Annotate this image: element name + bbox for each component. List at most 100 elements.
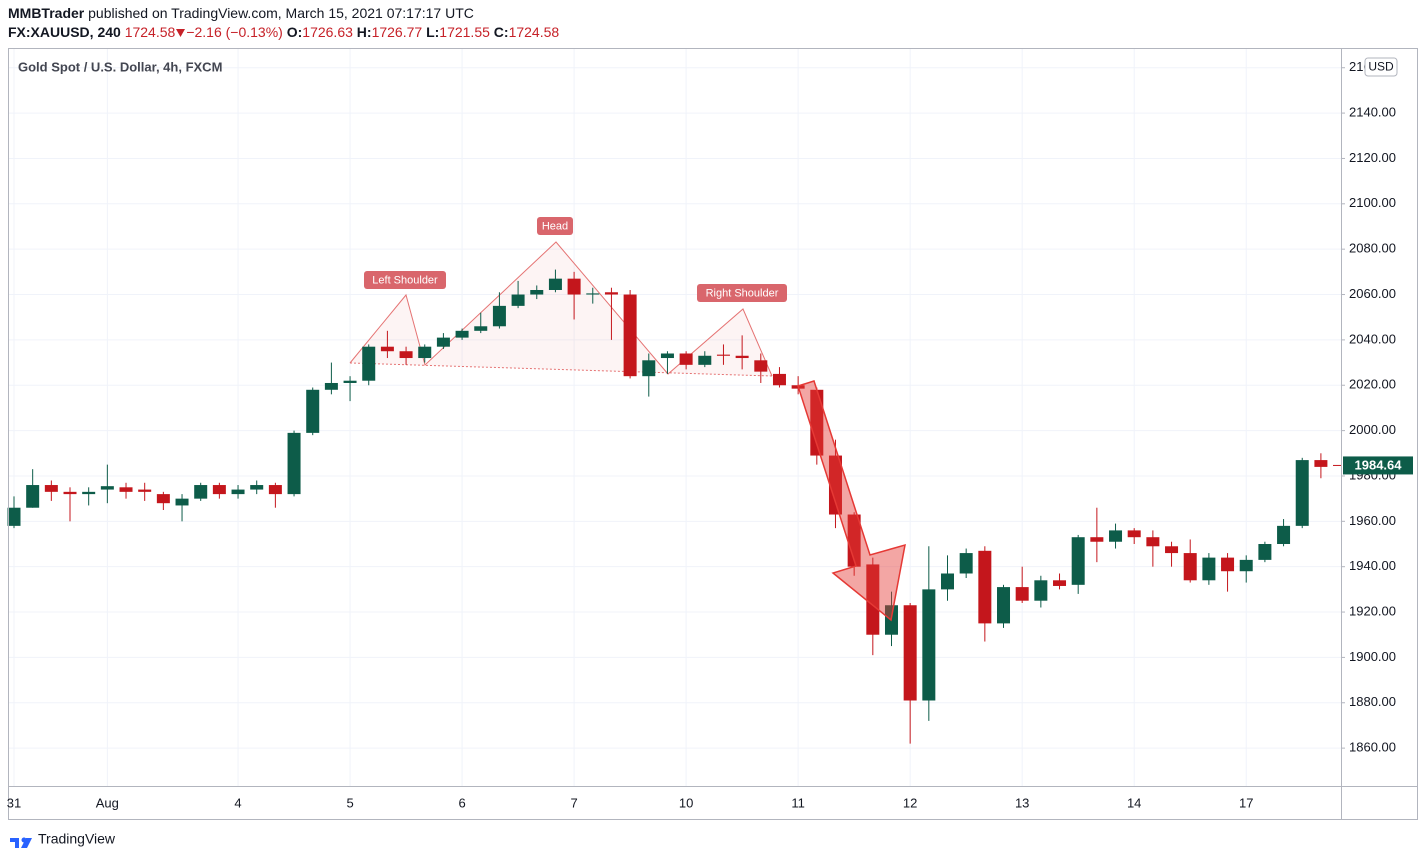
candle-body (1034, 580, 1048, 601)
x-tick-label: 11 (791, 795, 805, 810)
candle-body (380, 346, 394, 352)
close-label: C: (493, 24, 509, 40)
candle-body (175, 498, 189, 506)
pattern-line (349, 241, 773, 377)
logo (10, 837, 32, 848)
y-tick-label: 1940.00 (1349, 558, 1396, 573)
candle-body (604, 292, 618, 295)
last-price-box (1343, 456, 1413, 475)
candle-body (1090, 537, 1104, 542)
candle-body (642, 360, 656, 377)
candle-body (194, 485, 208, 499)
candle-body (1127, 530, 1141, 538)
candle-body (324, 382, 338, 390)
y-tick-label: 1900.00 (1349, 649, 1396, 664)
annotation: Head (542, 220, 568, 232)
x-tick-label: 17 (1239, 795, 1253, 810)
candle-body (1165, 546, 1179, 554)
candle-body (754, 360, 768, 372)
candle-body (455, 330, 469, 338)
low: 1721.55 (439, 24, 490, 40)
candle-body (1015, 587, 1029, 601)
candle-body (343, 380, 357, 383)
y-tick-label: 2120.00 (1349, 150, 1396, 165)
y-tick-label: 2040.00 (1349, 331, 1396, 346)
candles (7, 269, 1328, 744)
change: −2.16 (−0.13%) (186, 24, 283, 40)
published: published on TradingView.com, March 15, … (88, 5, 474, 21)
candle-body (567, 278, 581, 295)
candle-body (44, 485, 58, 492)
candle-body (231, 489, 245, 495)
candle-body (306, 389, 320, 433)
candle-body (268, 485, 282, 495)
candle-body (1109, 530, 1123, 542)
candle-body (586, 293, 600, 295)
candle-body (399, 351, 413, 359)
candle-body (1314, 460, 1328, 467)
candle-body (847, 514, 861, 567)
y-tick-label: 2060.00 (1349, 286, 1396, 301)
pattern-drawing (349, 241, 773, 377)
candle-body (436, 337, 450, 347)
candle-body (287, 432, 301, 495)
candle-body (119, 487, 133, 492)
candle-body (250, 485, 264, 490)
candle-body (1146, 537, 1160, 547)
low-label: L: (426, 24, 440, 40)
candle-body (1239, 559, 1253, 572)
candle-body (63, 491, 77, 495)
candle-body (828, 455, 842, 515)
candle-body (530, 289, 544, 295)
currency: USD (1368, 60, 1394, 74)
y-tick-label: 2100.00 (1349, 195, 1396, 210)
candle-body (1295, 460, 1309, 526)
x-tick-label: 7 (570, 795, 577, 810)
candle-body (26, 485, 40, 508)
candle-body (212, 485, 226, 495)
axis: 1860.00 1880.00 1900.00 1920.00 1940.00 1960.… (7, 57, 1413, 810)
candle-body (772, 373, 786, 386)
symbol: FX:XAUUSD, 240 (8, 24, 121, 40)
candle-body (511, 294, 525, 306)
high-label: H: (356, 24, 372, 40)
x-tick-label: 4 (234, 795, 241, 810)
candle-body (474, 326, 488, 331)
candle-body (959, 553, 973, 574)
open: 1726.63 (302, 24, 353, 40)
candle-body (941, 573, 954, 590)
x-tick-label: 31 (7, 795, 21, 810)
candle-body (660, 353, 674, 359)
grid (8, 48, 1341, 786)
y-tick-label: 1960.00 (1349, 513, 1396, 528)
y-tick-label: 1880.00 (1349, 694, 1396, 709)
y-tick-label: 2140.00 (1349, 105, 1396, 120)
candle-body (82, 491, 96, 495)
candle-body (679, 353, 693, 365)
x-tick-label: 10 (679, 795, 693, 810)
candle-body (997, 587, 1011, 624)
candle-body (978, 550, 992, 624)
candle-body (138, 489, 152, 492)
annotation-box (537, 217, 573, 235)
brand: TradingView (38, 831, 116, 847)
x-tick-label: 13 (1015, 795, 1029, 810)
candle-body (810, 389, 824, 456)
candle-body (156, 494, 170, 504)
candle-body (1202, 557, 1216, 581)
author: MMBTrader (8, 5, 85, 21)
close: 1724.58 (508, 24, 560, 40)
x-tick-label: 5 (346, 795, 353, 810)
currency-badge (1364, 57, 1398, 77)
down-arrow-drawing (797, 380, 906, 622)
candle-body (866, 564, 880, 635)
candle-body (698, 355, 712, 365)
candle-body (548, 278, 562, 290)
y-tick-label: 1860.00 (1349, 740, 1396, 755)
down-arrow (176, 29, 186, 38)
open-label: O: (286, 24, 303, 40)
x-tick-label: 12 (903, 795, 917, 810)
annotation: Right Shoulder (706, 287, 779, 299)
x-tick-label: 6 (458, 795, 465, 810)
